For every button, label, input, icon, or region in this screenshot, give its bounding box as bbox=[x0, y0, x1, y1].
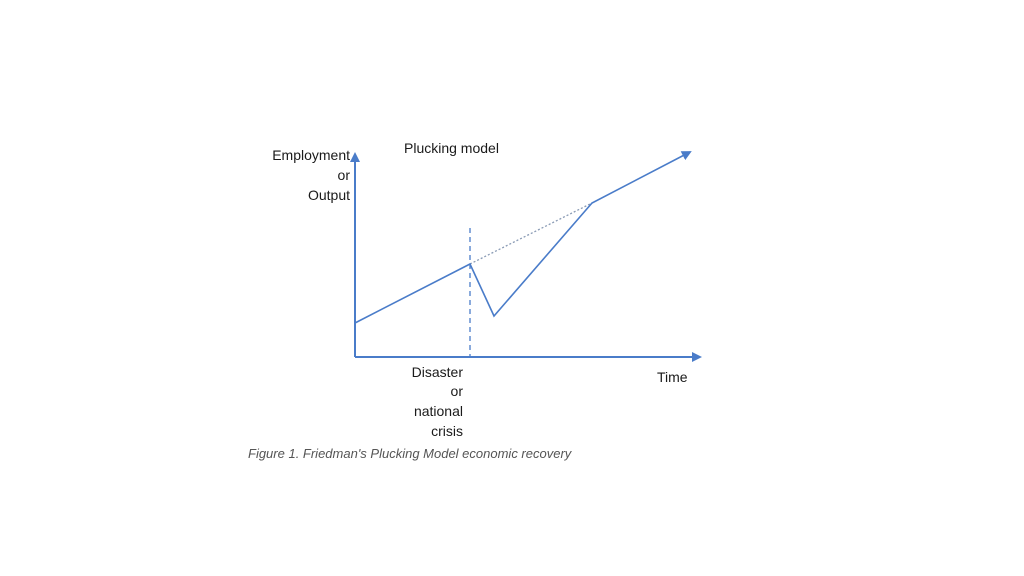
y-axis-label-line-1: Employment bbox=[272, 147, 350, 163]
event-label-line-3: national bbox=[414, 403, 463, 419]
y-axis-label-line-2: or bbox=[338, 167, 351, 183]
output-line bbox=[354, 151, 692, 324]
event-label-line-1: Disaster bbox=[412, 364, 464, 380]
event-label-line-4: crisis bbox=[431, 423, 463, 439]
event-label-line-2: or bbox=[451, 383, 464, 399]
diagram-title: Plucking model bbox=[404, 140, 499, 156]
trend-dotted-line bbox=[469, 202, 593, 265]
x-axis-label: Time bbox=[657, 369, 688, 385]
figure-caption: Figure 1. Friedman's Plucking Model econ… bbox=[248, 446, 573, 461]
y-axis-label-line-3: Output bbox=[308, 187, 350, 203]
